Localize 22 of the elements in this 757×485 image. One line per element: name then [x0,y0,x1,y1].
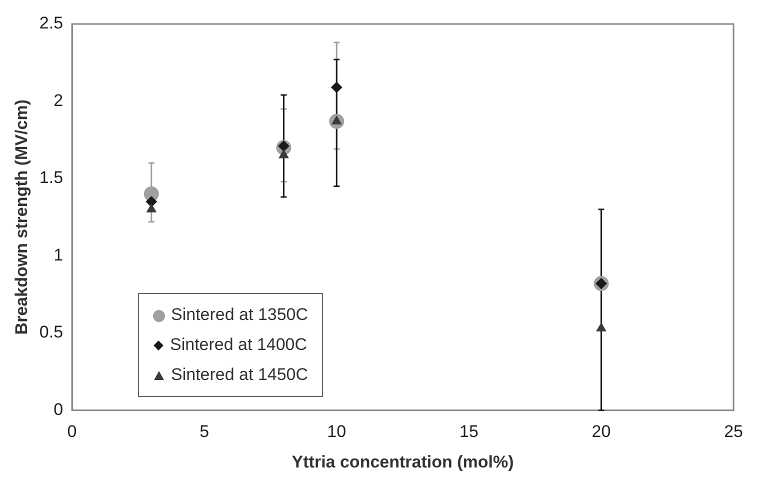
x-tick-label: 15 [459,422,478,442]
legend-label: Sintered at 1450C [171,365,308,384]
point [146,196,157,208]
point [146,204,156,212]
point [331,82,342,93]
y-tick-label: 0 [54,400,64,419]
x-tick-label: 5 [200,422,210,442]
y-tick-label: 2.5 [39,14,64,33]
y-tick-label: 1 [54,245,64,264]
x-axis-title: Yttria concentration (mol%) [292,452,514,472]
y-axis-title: Breakdown strength (MV/cm) [12,100,31,335]
y-tick-label: 2 [54,90,64,110]
x-tick-label: 0 [67,422,77,442]
y-tick-label: 1.5 [39,168,64,188]
legend-label: Sintered at 1350C [171,305,308,324]
y-tick-label: 0.5 [39,322,64,342]
point [596,322,606,332]
point [278,150,289,158]
x-tick-label: 10 [327,422,346,442]
legend-label: Sintered at 1400C [170,335,308,354]
x-tick-label: 20 [592,422,611,442]
x-tick-label: 25 [724,422,744,442]
